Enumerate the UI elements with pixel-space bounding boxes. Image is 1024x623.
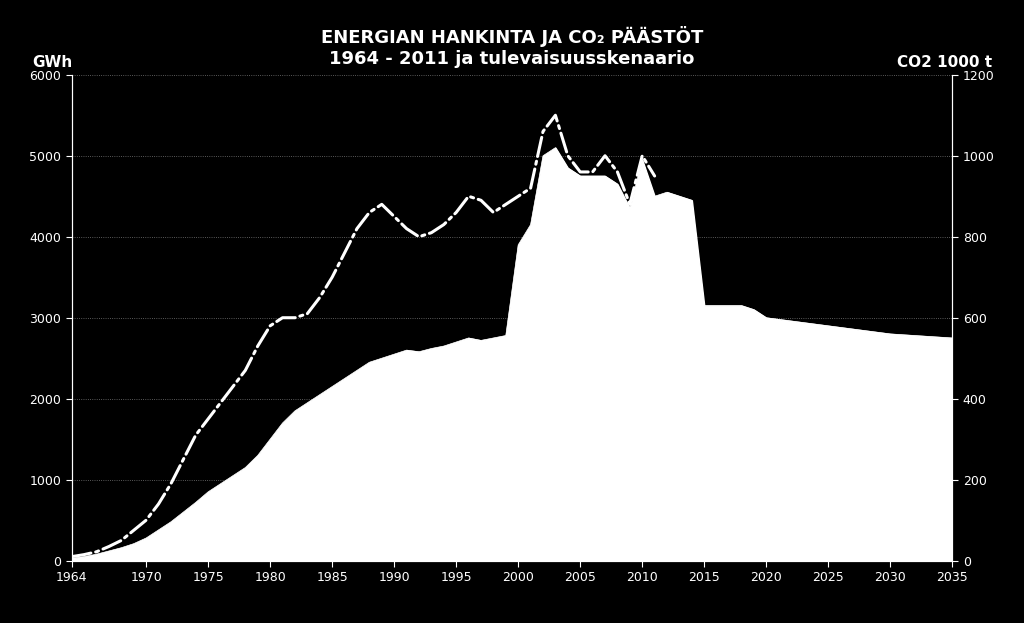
Title: ENERGIAN HANKINTA JA CO₂ PÄÄSTÖT
1964 - 2011 ja tulevaisuusskenaario: ENERGIAN HANKINTA JA CO₂ PÄÄSTÖT 1964 - … xyxy=(321,26,703,68)
Text: CO2 1000 t: CO2 1000 t xyxy=(897,55,992,70)
Text: GWh: GWh xyxy=(32,55,73,70)
